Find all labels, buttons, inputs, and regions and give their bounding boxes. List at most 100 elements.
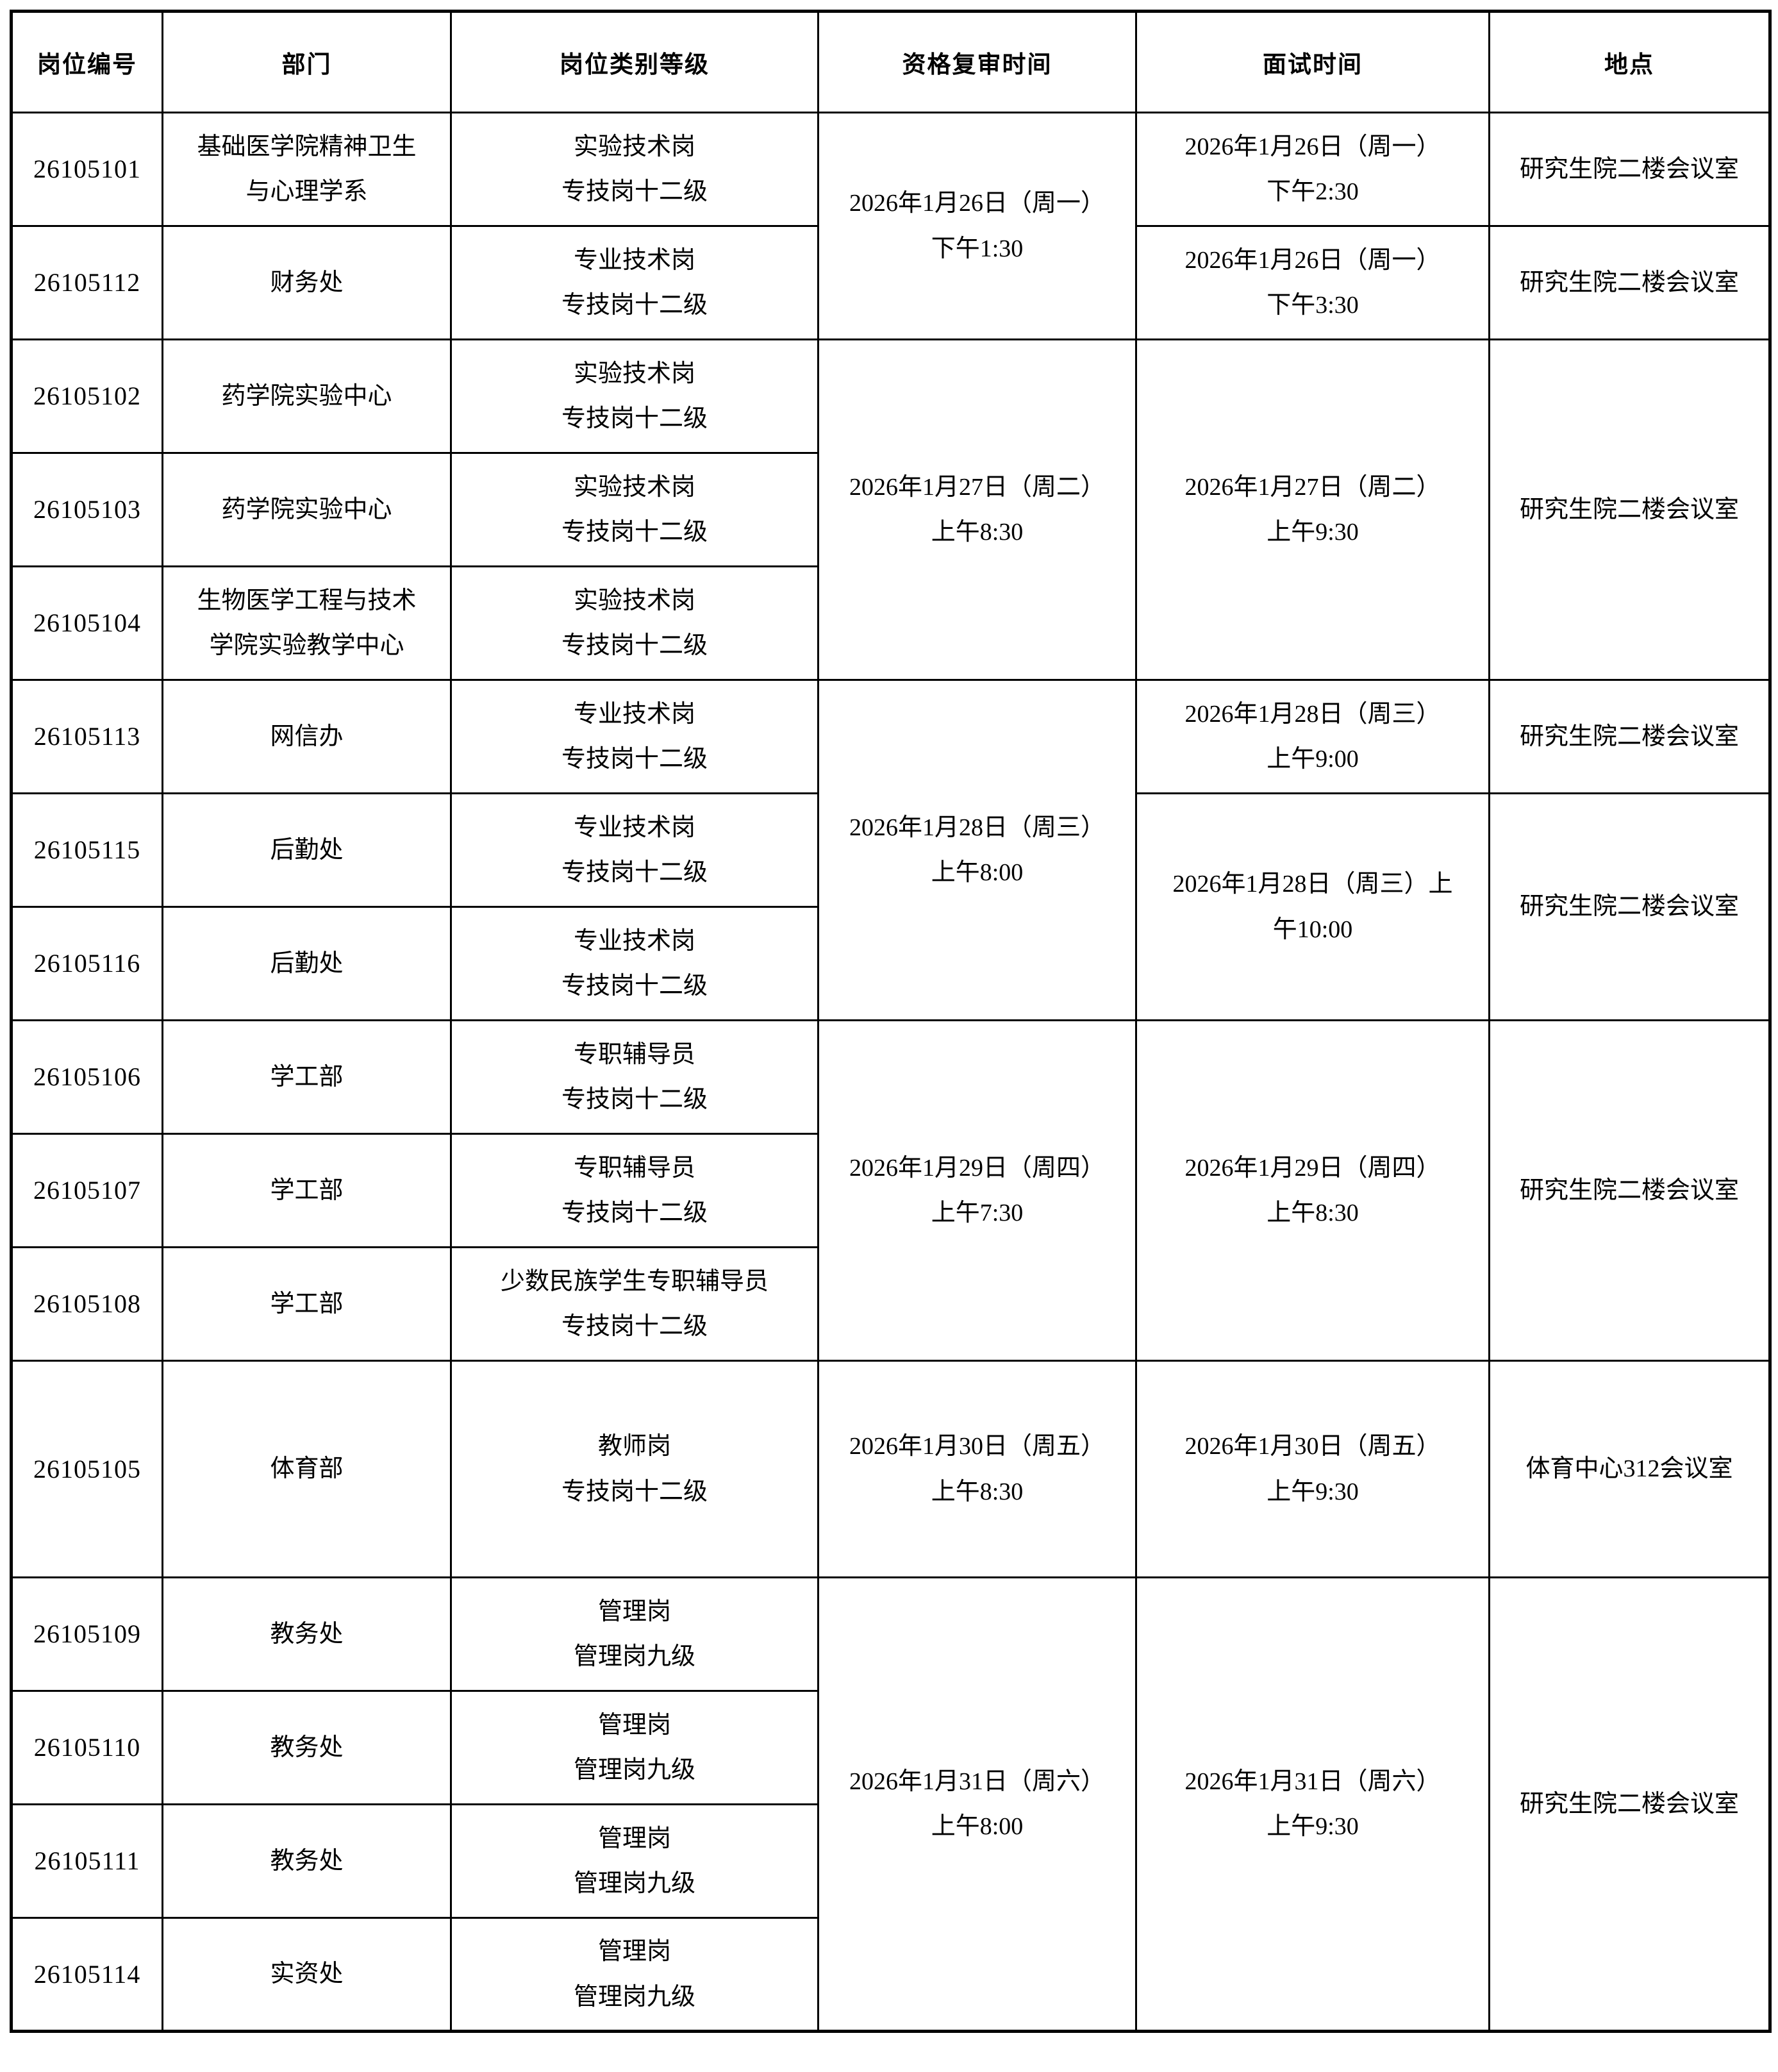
cell-department: 后勤处 [162, 792, 452, 908]
text-line: 专业技术岗 [573, 246, 695, 274]
text-line: 专业技术岗 [573, 700, 695, 728]
cell-department: 教务处 [162, 1803, 452, 1919]
cell-position-id: 26105112 [10, 225, 163, 340]
cell-category: 管理岗 管理岗九级 [450, 1803, 819, 1919]
cell-interview-time: 2026年1月28日（周三）上 午10:00 [1135, 792, 1490, 1021]
header-row: 岗位编号 部门 岗位类别等级 资格复审时间 面试时间 地点 [10, 10, 1771, 113]
cell-position-id: 26105102 [10, 338, 163, 454]
text-line: 实验技术岗 [573, 473, 695, 501]
table-row: 26105112 财务处 专业技术岗 专技岗十二级 2026年1月26日（周一）… [10, 225, 1771, 340]
column-header-review-time: 资格复审时间 [817, 10, 1137, 113]
column-header-department: 部门 [162, 10, 452, 113]
text-line: 上午9:30 [1267, 519, 1359, 546]
cell-department: 学工部 [162, 1133, 452, 1248]
text-line: 管理岗 [597, 1825, 671, 1852]
text-line: 管理岗九级 [573, 1983, 695, 2010]
cell-department: 后勤处 [162, 906, 452, 1021]
cell-department: 教务处 [162, 1690, 452, 1805]
text-line: 上午8:30 [1267, 1199, 1359, 1226]
text-line: 2026年1月28日（周三）上 [1172, 871, 1453, 898]
text-line: 2026年1月31日（周六） [849, 1767, 1105, 1795]
cell-position-id: 26105107 [10, 1133, 163, 1248]
table-row: 26105116 后勤处 专业技术岗 专技岗十二级 [10, 906, 1770, 1021]
cell-interview-time: 2026年1月31日（周六） 上午9:30 [1135, 1576, 1490, 2032]
table-row: 26105105 体育部 教师岗 专技岗十二级 2026年1月30日（周五） 上… [10, 1360, 1771, 1578]
cell-position-id: 26105114 [10, 1917, 163, 2032]
cell-position-id: 26105116 [10, 906, 163, 1021]
cell-location: 研究生院二楼会议室 [1488, 1019, 1771, 1362]
cell-review-time: 2026年1月31日（周六） 上午8:00 [817, 1576, 1137, 2032]
cell-location: 研究生院二楼会议室 [1488, 1576, 1771, 2032]
text-line: 上午8:00 [931, 859, 1024, 886]
cell-review-time: 2026年1月30日（周五） 上午8:30 [817, 1360, 1137, 1578]
text-line: 专技岗十二级 [561, 632, 708, 659]
cell-interview-time: 2026年1月30日（周五） 上午9:30 [1135, 1360, 1490, 1578]
cell-department: 教务处 [162, 1576, 452, 1692]
table-row: 26105109 教务处 管理岗 管理岗九级 2026年1月31日（周六） 上午… [10, 1576, 1771, 2032]
table-row: 26105104 生物医学工程与技术 学院实验教学中心 实验技术岗 专技岗十二级 [10, 565, 1770, 681]
text-line: 管理岗 [597, 1938, 671, 1966]
text-line: 2026年1月26日（周一） [1184, 133, 1441, 160]
text-line: 2026年1月27日（周二） [849, 473, 1105, 501]
cell-category: 专业技术岗 专技岗十二级 [450, 225, 819, 340]
text-line: 2026年1月26日（周一） [1184, 246, 1441, 274]
cell-location: 体育中心312会议室 [1488, 1360, 1771, 1578]
table-row: 26105107 学工部 专职辅导员 专技岗十二级 [10, 1133, 1770, 1248]
cell-position-id: 26105110 [10, 1690, 163, 1805]
cell-category: 管理岗 管理岗九级 [450, 1576, 819, 1692]
cell-location: 研究生院二楼会议室 [1488, 792, 1771, 1021]
text-line: 基础医学院精神卫生 [197, 133, 417, 160]
cell-position-id: 26105101 [10, 112, 163, 227]
cell-position-id: 26105108 [10, 1246, 163, 1362]
text-line: 2026年1月27日（周二） [1184, 473, 1441, 501]
text-line: 2026年1月31日（周六） [1184, 1767, 1441, 1795]
cell-interview-time: 2026年1月29日（周四） 上午8:30 [1135, 1019, 1490, 1362]
cell-review-time: 2026年1月27日（周二） 上午8:30 [817, 338, 1137, 681]
text-line: 实验技术岗 [573, 133, 695, 160]
text-line: 实验技术岗 [573, 360, 695, 387]
text-line: 生物医学工程与技术 [197, 587, 417, 614]
column-header-category: 岗位类别等级 [450, 10, 819, 113]
cell-category: 实验技术岗 专技岗十二级 [450, 452, 819, 567]
text-line: 管理岗 [597, 1598, 671, 1625]
cell-department: 学工部 [162, 1246, 452, 1362]
text-line: 专技岗十二级 [561, 405, 708, 432]
text-line: 上午9:30 [1267, 1813, 1359, 1840]
table-row: 26105113 网信办 专业技术岗 专技岗十二级 2026年1月28日（周三）… [10, 679, 1771, 1021]
text-line: 管理岗九级 [573, 1643, 695, 1670]
cell-category: 实验技术岗 专技岗十二级 [450, 565, 819, 681]
text-line: 上午9:00 [1267, 746, 1359, 773]
text-line: 2026年1月28日（周三） [849, 814, 1105, 841]
cell-department: 体育部 [162, 1360, 452, 1578]
text-line: 下午3:30 [1267, 292, 1359, 319]
text-line: 教师岗 [597, 1433, 671, 1460]
cell-position-id: 26105103 [10, 452, 163, 567]
cell-department: 药学院实验中心 [162, 452, 452, 567]
cell-interview-time: 2026年1月27日（周二） 上午9:30 [1135, 338, 1490, 681]
cell-category: 专职辅导员 专技岗十二级 [450, 1019, 819, 1135]
text-line: 上午8:00 [931, 1813, 1024, 1840]
table-row: 26105106 学工部 专职辅导员 专技岗十二级 2026年1月29日（周四）… [10, 1019, 1771, 1362]
cell-department: 财务处 [162, 225, 452, 340]
text-line: 2026年1月29日（周四） [1184, 1154, 1441, 1182]
table-row: 26105110 教务处 管理岗 管理岗九级 [10, 1690, 1770, 1805]
table-row: 26105114 实资处 管理岗 管理岗九级 [10, 1917, 1770, 2032]
cell-position-id: 26105109 [10, 1576, 163, 1692]
table-row: 26105101 基础医学院精神卫生 与心理学系 实验技术岗 专技岗十二级 20… [10, 112, 1771, 340]
cell-position-id: 26105105 [10, 1360, 163, 1578]
text-line: 管理岗九级 [573, 1757, 695, 1784]
cell-category: 管理岗 管理岗九级 [450, 1917, 819, 2032]
text-line: 专技岗十二级 [561, 859, 708, 886]
cell-location: 研究生院二楼会议室 [1488, 225, 1771, 340]
text-line: 专技岗十二级 [561, 746, 708, 773]
cell-review-time: 2026年1月28日（周三） 上午8:00 [817, 679, 1137, 1021]
text-line: 2026年1月26日（周一） [849, 190, 1105, 217]
text-line: 下午1:30 [931, 235, 1024, 262]
cell-position-id: 26105115 [10, 792, 163, 908]
column-header-interview-time: 面试时间 [1135, 10, 1490, 113]
text-line: 管理岗九级 [573, 1870, 695, 1897]
text-line: 专业技术岗 [573, 814, 695, 841]
cell-category: 专业技术岗 专技岗十二级 [450, 792, 819, 908]
text-line: 专技岗十二级 [561, 1086, 708, 1113]
